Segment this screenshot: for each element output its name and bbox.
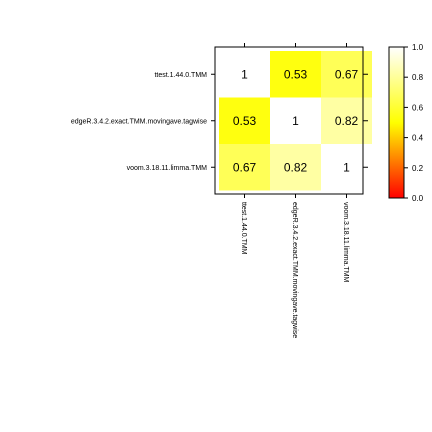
heatmap-cell-r1-c1	[270, 97, 321, 144]
column-label-1: edgeR.3.4.2.exact.TMM.movingave.tagwise	[291, 202, 298, 338]
row-axis: ttest.1.44.0.TMM edgeR.3.4.2.exact.TMM.mo…	[71, 72, 215, 172]
cell-value-label-r2-c1: 0.82	[284, 160, 308, 174]
heatmap-cell-r2-c1	[270, 144, 321, 191]
cell-value-label-r0-c2: 0.67	[335, 67, 359, 81]
cell-value-label-r1-c2: 0.82	[335, 114, 359, 128]
row-label-1: edgeR.3.4.2.exact.TMM.movingave.tagwise	[71, 118, 207, 125]
cell-value-label-r1-c1: 1	[292, 114, 299, 128]
legend-tick-label-4: 0.8	[412, 73, 424, 82]
legend-tick-label-1: 0.2	[412, 164, 424, 173]
right-axis-ticks	[363, 73, 368, 168]
column-label-2: voom.3.18.11.limma.TMM	[342, 202, 349, 283]
cell-value-label-r0-c1: 0.53	[284, 67, 308, 81]
column-label-0: ttest.1.44.0.TMM	[240, 202, 247, 255]
heatmap-cell-r0-c0	[219, 51, 270, 98]
heatmap-cell-r2-c0	[219, 144, 270, 191]
heatmap-cell-labels: 1 0.53 0.67 0.53 1 0.82 0.67 0.82 1	[233, 67, 359, 174]
cell-value-label-r2-c0: 0.67	[233, 160, 257, 174]
color-legend-ticks: 0.0 0.2 0.4 0.6 0.8 1.0	[404, 43, 424, 203]
top-axis-ticks	[244, 43, 347, 47]
cell-value-label-r0-c0: 1	[241, 67, 248, 81]
row-label-2: voom.3.18.11.limma.TMM	[127, 165, 208, 172]
legend-tick-label-0: 0.0	[412, 194, 424, 203]
color-legend-bar	[388, 46, 405, 199]
column-axis: ttest.1.44.0.TMM edgeR.3.4.2.exact.TMM.mo…	[240, 194, 349, 338]
row-label-0: ttest.1.44.0.TMM	[154, 72, 207, 79]
heatmap-cell-r0-c1	[270, 51, 321, 98]
legend-tick-label-2: 0.4	[412, 134, 424, 143]
cell-value-label-r1-c0: 0.53	[233, 114, 257, 128]
cell-value-label-r2-c2: 1	[343, 160, 350, 174]
heatmap-cell-r1-c0	[219, 97, 270, 144]
legend-tick-label-5: 1.0	[412, 43, 424, 52]
legend-tick-label-3: 0.6	[412, 103, 424, 112]
color-legend: 0.0 0.2 0.4 0.6 0.8 1.0	[388, 43, 424, 203]
